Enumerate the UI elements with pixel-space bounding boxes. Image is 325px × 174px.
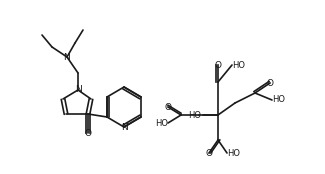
- Text: O: O: [266, 78, 274, 88]
- Text: O: O: [164, 102, 172, 112]
- Text: HO: HO: [155, 118, 168, 128]
- Text: O: O: [84, 129, 92, 137]
- Text: O: O: [214, 61, 222, 69]
- Text: HO: HO: [272, 96, 285, 105]
- Text: N: N: [121, 122, 127, 132]
- Text: N: N: [64, 53, 71, 61]
- Text: HO: HO: [227, 148, 240, 157]
- Text: HO: HO: [188, 110, 201, 120]
- Text: N: N: [75, 85, 81, 94]
- Text: HO: HO: [232, 61, 245, 69]
- Text: O: O: [205, 148, 213, 157]
